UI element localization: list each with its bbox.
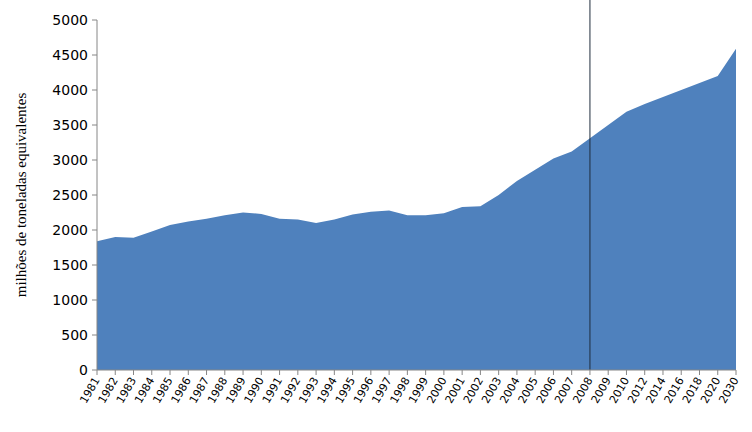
x-tick bbox=[389, 370, 390, 375]
y-tick-label: 1000 bbox=[52, 292, 88, 308]
x-tick bbox=[133, 370, 134, 375]
x-tick bbox=[644, 370, 645, 375]
x-tick bbox=[571, 370, 572, 375]
y-tick bbox=[92, 160, 97, 161]
plot-area bbox=[97, 49, 736, 370]
y-tick-label: 1500 bbox=[52, 257, 88, 273]
y-tick bbox=[92, 195, 97, 196]
x-tick bbox=[516, 370, 517, 375]
x-tick bbox=[535, 370, 536, 375]
x-tick bbox=[297, 370, 298, 375]
y-tick-label: 5000 bbox=[52, 12, 88, 28]
y-tick bbox=[92, 55, 97, 56]
x-axis bbox=[97, 370, 736, 371]
y-tick bbox=[92, 90, 97, 91]
x-tick bbox=[462, 370, 463, 375]
x-tick bbox=[151, 370, 152, 375]
x-tick bbox=[115, 370, 116, 375]
y-tick-label: 500 bbox=[61, 327, 88, 343]
x-tick-label: 2030 bbox=[716, 375, 741, 406]
x-tick bbox=[352, 370, 353, 375]
y-tick bbox=[92, 335, 97, 336]
x-tick bbox=[626, 370, 627, 375]
y-tick bbox=[92, 300, 97, 301]
y-tick-label: 3500 bbox=[52, 117, 88, 133]
x-tick bbox=[589, 370, 590, 375]
reference-line bbox=[589, 0, 590, 370]
y-tick-label: 2000 bbox=[52, 222, 88, 238]
x-tick bbox=[243, 370, 244, 375]
x-tick bbox=[736, 370, 737, 375]
y-tick bbox=[92, 230, 97, 231]
y-tick-label: 0 bbox=[79, 362, 88, 378]
y-tick-label: 3000 bbox=[52, 152, 88, 168]
chart: 0 500 1000 1500 2000 2500 3000 3500 4000 4500 5000… bbox=[0, 0, 752, 432]
x-tick bbox=[681, 370, 682, 375]
x-tick bbox=[443, 370, 444, 375]
y-tick bbox=[92, 370, 97, 371]
x-tick bbox=[188, 370, 189, 375]
x-tick bbox=[553, 370, 554, 375]
x-tick bbox=[206, 370, 207, 375]
x-tick bbox=[370, 370, 371, 375]
y-tick-label: 2500 bbox=[52, 187, 88, 203]
x-tick bbox=[608, 370, 609, 375]
y-axis-label: milhões de toneladas equivalentes bbox=[13, 93, 29, 298]
x-tick bbox=[170, 370, 171, 375]
x-tick bbox=[480, 370, 481, 375]
x-tick bbox=[316, 370, 317, 375]
y-tick bbox=[92, 265, 97, 266]
y-tick-label: 4000 bbox=[52, 82, 88, 98]
y-tick bbox=[92, 125, 97, 126]
x-tick bbox=[717, 370, 718, 375]
x-tick bbox=[261, 370, 262, 375]
y-tick bbox=[92, 20, 97, 21]
x-tick bbox=[407, 370, 408, 375]
area bbox=[97, 49, 736, 370]
x-tick bbox=[97, 370, 98, 375]
x-tick bbox=[498, 370, 499, 375]
x-tick bbox=[699, 370, 700, 375]
x-tick bbox=[224, 370, 225, 375]
x-tick bbox=[425, 370, 426, 375]
x-tick bbox=[334, 370, 335, 375]
y-tick-label: 4500 bbox=[52, 47, 88, 63]
x-tick bbox=[279, 370, 280, 375]
x-tick bbox=[662, 370, 663, 375]
